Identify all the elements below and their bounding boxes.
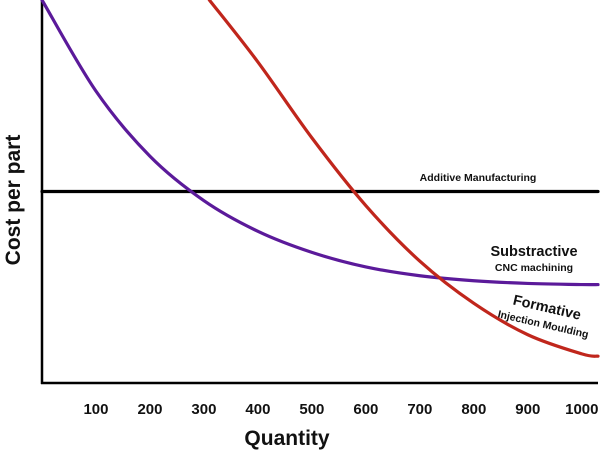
substractive-label: Substractive bbox=[490, 244, 577, 260]
x-tick-label: 700 bbox=[407, 401, 432, 418]
formative-injection-curve bbox=[207, 0, 600, 358]
x-tick-label: 400 bbox=[245, 401, 270, 418]
substractive-cnc-curve bbox=[40, 0, 600, 287]
y-axis-title: Cost per part bbox=[2, 135, 25, 266]
x-tick-label: 900 bbox=[515, 401, 540, 418]
additive-label: Additive Manufacturing bbox=[420, 172, 537, 184]
x-tick-label: 100 bbox=[83, 401, 108, 418]
x-tick-labels: 100 200 300 400 500 600 700 800 900 1000 bbox=[83, 401, 598, 418]
cnc-machining-label: CNC machining bbox=[495, 262, 573, 274]
x-tick-label: 1000 bbox=[565, 401, 598, 418]
x-tick-label: 200 bbox=[137, 401, 162, 418]
formative-label-group: Formative Injection Moulding bbox=[497, 293, 590, 341]
x-tick-label: 300 bbox=[191, 401, 216, 418]
x-axis-title: Quantity bbox=[244, 427, 329, 450]
x-tick-label: 600 bbox=[353, 401, 378, 418]
x-tick-label: 500 bbox=[299, 401, 324, 418]
series-layer bbox=[40, 0, 600, 358]
x-tick-label: 800 bbox=[461, 401, 486, 418]
